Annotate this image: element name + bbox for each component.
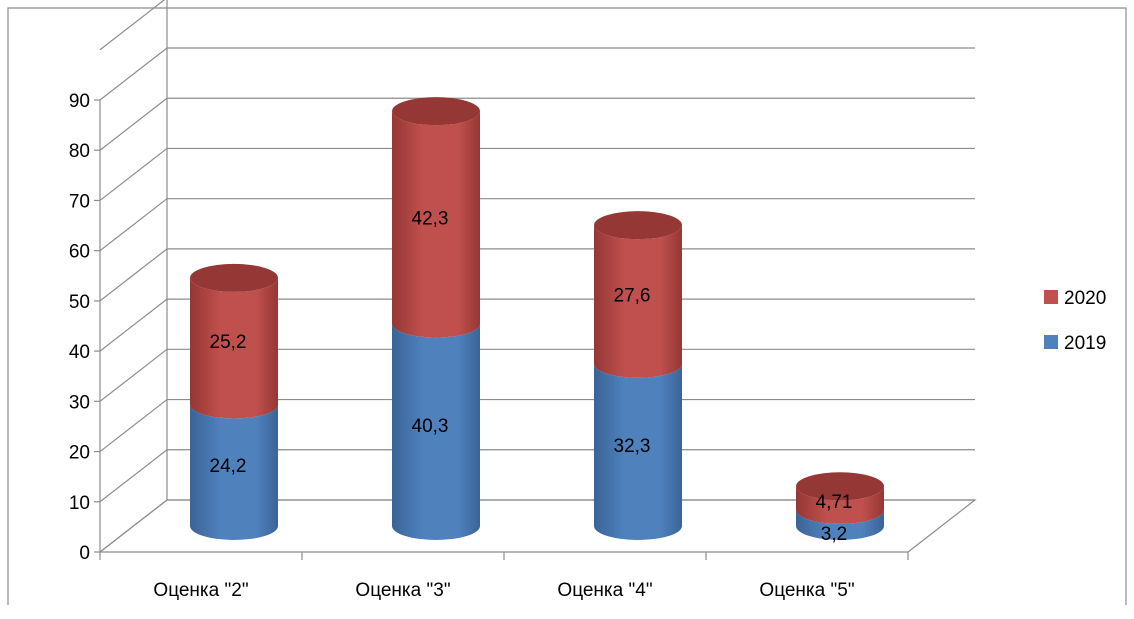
data-label: 27,6: [614, 285, 651, 306]
y-tick-label: 70: [69, 191, 90, 212]
gridline-side: [99, 348, 168, 402]
data-label: 40,3: [412, 416, 449, 437]
data-label: 25,2: [210, 332, 247, 353]
data-label: 24,2: [210, 456, 247, 477]
y-tick-label: 80: [69, 141, 90, 162]
data-label: 4,71: [816, 492, 853, 513]
data-label: 3,2: [821, 524, 847, 545]
y-tick-label: 40: [69, 342, 90, 363]
gridline-side: [99, 198, 168, 252]
chart-border: [7, 7, 1127, 605]
x-tick-label: Оценка "3": [355, 580, 450, 601]
y-tick-label: 90: [69, 91, 90, 112]
y-tick-label: 20: [69, 443, 90, 464]
bar-top-2020: [796, 472, 884, 501]
x-tick-label: Оценка "4": [557, 580, 652, 601]
bar-top-2020: [190, 263, 278, 292]
gridline-side: [99, 47, 168, 101]
legend-swatch-2020: [1044, 290, 1058, 304]
bar-2019: [594, 363, 682, 540]
data-label: 42,3: [412, 208, 449, 229]
gridline-side: [99, 449, 168, 503]
gridline-side: [99, 499, 168, 553]
bar-2020: [594, 225, 682, 378]
data-label: 32,3: [614, 436, 651, 457]
bar-2020: [796, 486, 885, 524]
x-tick-label: Оценка "5": [759, 580, 854, 601]
gridline-side: [99, 147, 168, 201]
y-tick-label: 50: [69, 292, 90, 313]
legend-label-2019: 2019: [1064, 333, 1106, 354]
gridline-side: [99, 248, 168, 302]
y-tick-label: 10: [69, 493, 90, 514]
x-tick-label: Оценка "2": [153, 580, 248, 601]
bar-2019: [392, 323, 480, 540]
bar-2019: [190, 404, 278, 540]
legend-swatch-2019: [1044, 335, 1058, 349]
bar-top-2020: [594, 211, 682, 240]
legend-label-2020: 2020: [1064, 288, 1106, 309]
gridline-side: [99, 97, 168, 151]
bar-top-2020: [392, 97, 480, 126]
gridline-side: [99, 298, 168, 352]
gridline-side: [99, 0, 166, 51]
gridline-side: [99, 399, 168, 453]
bar-2020: [392, 111, 480, 338]
bar-2019: [796, 509, 885, 540]
bar-2020: [190, 277, 278, 419]
y-tick-label: 0: [79, 543, 90, 564]
y-tick-label: 60: [69, 242, 90, 263]
y-tick-label: 30: [69, 392, 90, 413]
